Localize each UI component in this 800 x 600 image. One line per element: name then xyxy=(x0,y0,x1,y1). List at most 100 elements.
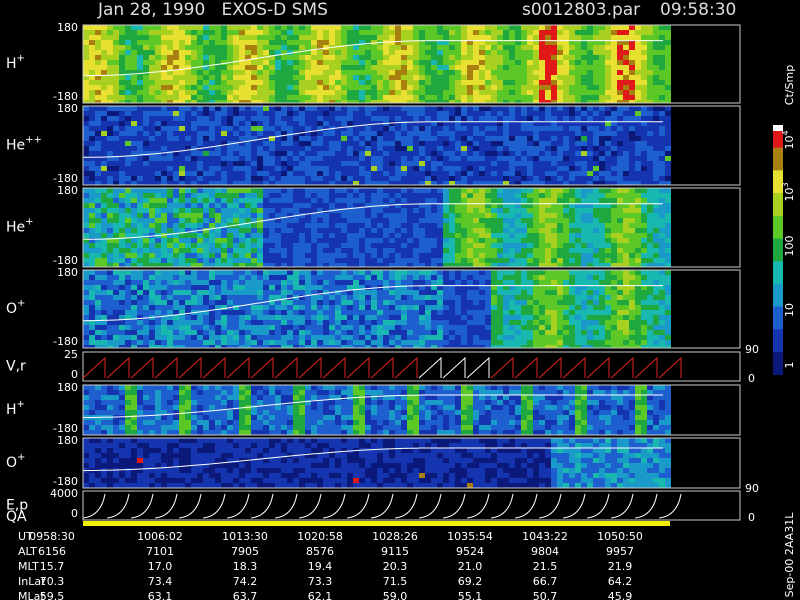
cell xyxy=(89,80,95,85)
cell xyxy=(425,176,431,181)
cell xyxy=(533,106,539,111)
cell xyxy=(623,156,629,161)
cell xyxy=(437,30,443,35)
cell xyxy=(485,228,491,233)
cell xyxy=(107,285,113,290)
cell xyxy=(149,228,155,233)
cell xyxy=(239,176,245,181)
cell xyxy=(161,228,167,233)
cell xyxy=(107,248,113,253)
cell xyxy=(347,40,353,45)
cell xyxy=(293,90,299,95)
cell xyxy=(419,228,425,233)
cell xyxy=(533,85,539,90)
cell xyxy=(473,228,479,233)
cell xyxy=(293,80,299,85)
cell xyxy=(119,100,125,103)
cell xyxy=(269,35,275,40)
cell xyxy=(641,126,647,131)
cell xyxy=(317,100,323,103)
cell xyxy=(155,176,161,181)
cell xyxy=(425,151,431,156)
cell xyxy=(551,228,557,233)
cell xyxy=(275,35,281,40)
cell xyxy=(395,146,401,151)
cell xyxy=(95,280,101,285)
cell xyxy=(347,141,353,146)
cell xyxy=(431,203,437,208)
cell xyxy=(95,55,101,60)
cell xyxy=(293,223,299,228)
cell xyxy=(317,121,323,126)
cell xyxy=(161,171,167,176)
cell xyxy=(383,238,389,243)
cell xyxy=(251,166,257,171)
cell xyxy=(107,171,113,176)
cell xyxy=(359,198,365,203)
cell xyxy=(269,131,275,136)
cell xyxy=(125,40,131,45)
cell xyxy=(257,45,263,50)
cell xyxy=(227,151,233,156)
cell xyxy=(605,193,611,198)
cell xyxy=(251,198,257,203)
cell xyxy=(257,166,263,171)
cell xyxy=(401,136,407,141)
cell xyxy=(407,131,413,136)
cell xyxy=(125,60,131,65)
cell xyxy=(239,166,245,171)
cell xyxy=(581,116,587,121)
cell xyxy=(551,30,557,35)
cell xyxy=(185,228,191,233)
cell xyxy=(335,90,341,95)
cell xyxy=(167,193,173,198)
cell xyxy=(545,238,551,243)
cell xyxy=(617,188,623,193)
cell xyxy=(371,203,377,208)
cell xyxy=(437,263,443,267)
cell xyxy=(131,106,137,111)
cell xyxy=(191,90,197,95)
cell xyxy=(311,106,317,111)
cell xyxy=(383,166,389,171)
cell xyxy=(455,238,461,243)
cell xyxy=(551,203,557,208)
cell xyxy=(101,203,107,208)
cell xyxy=(137,270,143,275)
cell xyxy=(539,188,545,193)
cell xyxy=(251,111,257,116)
cell xyxy=(341,208,347,213)
cell xyxy=(515,80,521,85)
cell xyxy=(119,258,125,263)
cell xyxy=(539,228,545,233)
cell xyxy=(227,213,233,218)
cell xyxy=(347,188,353,193)
cell xyxy=(461,70,467,75)
cell xyxy=(617,60,623,65)
cell xyxy=(503,233,509,238)
cell xyxy=(371,248,377,253)
cell xyxy=(473,136,479,141)
cell xyxy=(101,335,107,340)
cell xyxy=(575,121,581,126)
cell xyxy=(365,146,371,151)
cell xyxy=(377,238,383,243)
cell xyxy=(299,85,305,90)
cell xyxy=(527,40,533,45)
cell xyxy=(497,85,503,90)
cell xyxy=(557,208,563,213)
cell xyxy=(371,166,377,171)
cell xyxy=(509,55,515,60)
cell xyxy=(437,171,443,176)
cell xyxy=(173,171,179,176)
cell xyxy=(491,40,497,45)
cell xyxy=(419,141,425,146)
cell xyxy=(209,233,215,238)
cell xyxy=(659,121,665,126)
cell xyxy=(437,176,443,181)
cell xyxy=(371,85,377,90)
cell xyxy=(173,248,179,253)
cell xyxy=(299,233,305,238)
cell xyxy=(509,171,515,176)
cell xyxy=(467,181,473,185)
